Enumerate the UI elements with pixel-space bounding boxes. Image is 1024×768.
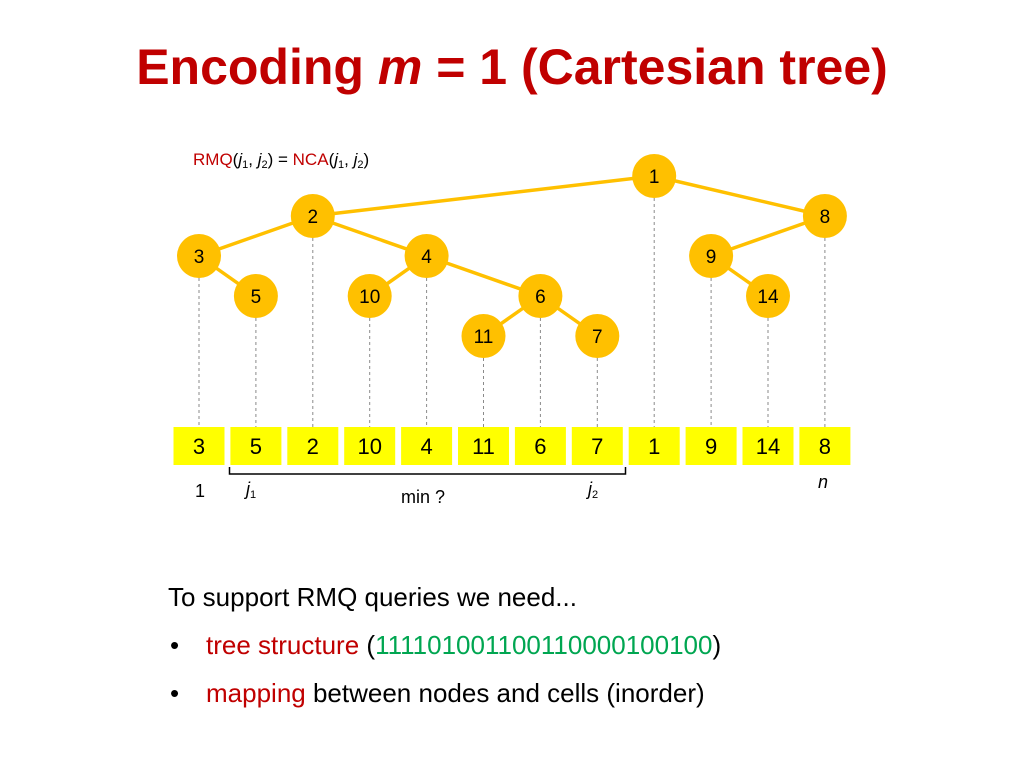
tree-node-circle — [461, 314, 506, 358]
slide-title: Encoding m = 1 (Cartesian tree) — [136, 39, 888, 95]
tree-node-circle — [518, 274, 563, 318]
tree-node-8: 8 — [802, 194, 847, 238]
tree-edge-1-8 — [653, 174, 826, 218]
tree-node-circle — [177, 234, 221, 278]
array-cell-value: 3 — [193, 434, 205, 459]
array-cell-value: 7 — [591, 434, 603, 459]
tree-node-11: 11 — [461, 314, 506, 358]
bullet-icon: • — [170, 678, 180, 708]
array-cell-11: 8 — [799, 427, 851, 465]
array-cell-box — [685, 427, 737, 465]
tree-node-label: 5 — [251, 287, 262, 308]
dashed-guides — [198, 198, 826, 427]
array-cell-box — [514, 427, 566, 465]
array-cell-5: 11 — [458, 427, 509, 465]
tree-node-label: 1 — [649, 167, 660, 188]
tree-node-circle — [689, 234, 734, 278]
array-cell-6: 6 — [514, 427, 566, 465]
array-cell-box — [344, 427, 396, 465]
tree-node-circle — [233, 274, 278, 318]
array-cell-value: 11 — [472, 434, 495, 459]
array-cell-9: 9 — [685, 427, 737, 465]
tree-node-circle — [802, 194, 847, 238]
tree-node-2: 2 — [290, 194, 335, 238]
tree-node-label: 6 — [535, 287, 546, 308]
tree-node-6: 6 — [518, 274, 563, 318]
tree-edge-1-2 — [312, 174, 655, 218]
explanation-text: To support RMQ queries we need... • tree … — [168, 577, 721, 721]
min-label: min ? — [401, 487, 446, 507]
tree-node-circle — [575, 314, 620, 358]
tree-node-label: 2 — [308, 207, 319, 228]
array-cell-value: 9 — [705, 434, 717, 459]
n-label: n — [818, 472, 829, 492]
array-cell-value: 4 — [420, 434, 432, 459]
array-start-label: 1 — [195, 481, 206, 501]
array-cell-value: 5 — [250, 434, 262, 459]
tree-node-7: 7 — [575, 314, 620, 358]
tree-node-5: 5 — [233, 274, 278, 318]
array-cell-box — [799, 427, 851, 465]
tree-node-label: 8 — [820, 207, 831, 228]
array-cell-8: 1 — [628, 427, 680, 465]
array-cell-4: 4 — [401, 427, 453, 465]
array-cell-0: 3 — [173, 427, 225, 465]
bullet-icon: • — [170, 630, 180, 660]
tree-node-circle — [290, 194, 335, 238]
array-cell-2: 2 — [287, 427, 339, 465]
bullet-mapping: • mapping between nodes and cells (inorde… — [168, 673, 721, 721]
tree-node-label: 4 — [421, 247, 432, 268]
tree-node-circle — [347, 274, 392, 318]
array-cell-box — [230, 427, 282, 465]
array-cell-box — [173, 427, 225, 465]
array-cell-7: 7 — [571, 427, 623, 465]
array-cell-box — [287, 427, 339, 465]
array-cell-value: 2 — [307, 434, 319, 459]
array-cell-3: 10 — [344, 427, 396, 465]
array-cell-box — [458, 427, 509, 465]
array-cell-box — [742, 427, 794, 465]
j2-label: j2 — [588, 479, 599, 501]
array-cell-value: 1 — [648, 434, 660, 459]
tree-node-circle — [404, 234, 449, 278]
bullet-tree-structure: • tree structure (11110100110011000010010… — [168, 625, 721, 673]
tree-node-label: 7 — [592, 327, 603, 348]
tree-node-4: 4 — [404, 234, 449, 278]
array-cell-box — [401, 427, 453, 465]
tree-node-label: 3 — [194, 247, 205, 268]
tree-node-circle — [746, 274, 790, 318]
rmq-nca-formula: RMQ(j1, j2) = NCA(j1, j2) — [193, 150, 370, 171]
range-bracket — [228, 467, 627, 475]
tree-node-label: 10 — [359, 287, 380, 308]
tree-node-3: 3 — [177, 234, 221, 278]
tree-node-circle — [632, 154, 677, 198]
array-cell-value: 14 — [756, 434, 780, 459]
array-cell-10: 14 — [742, 427, 794, 465]
tree-node-14: 14 — [746, 274, 790, 318]
tree-node-10: 10 — [347, 274, 392, 318]
array-cell-value: 6 — [534, 434, 546, 459]
tree-node-1: 1 — [632, 154, 677, 198]
array-cell-box — [571, 427, 623, 465]
tree-nodes: 1 2 8 3 4 9 5 10 6 14 11 7 — [177, 154, 847, 358]
array-cell-value: 8 — [819, 434, 831, 459]
array-cell-box — [628, 427, 680, 465]
range-bracket-line — [228, 467, 627, 475]
array-cell-1: 5 — [230, 427, 282, 465]
intro-line: To support RMQ queries we need... — [168, 582, 577, 612]
array-cells: 3 5 2 10 4 11 6 7 1 9 14 8 — [173, 427, 851, 465]
array-cell-value: 10 — [357, 434, 381, 459]
j1-label: j1 — [246, 479, 257, 501]
tree-node-label: 9 — [706, 247, 717, 268]
tree-node-label: 14 — [757, 287, 779, 308]
tree-node-label: 11 — [474, 327, 494, 348]
tree-node-9: 9 — [689, 234, 734, 278]
